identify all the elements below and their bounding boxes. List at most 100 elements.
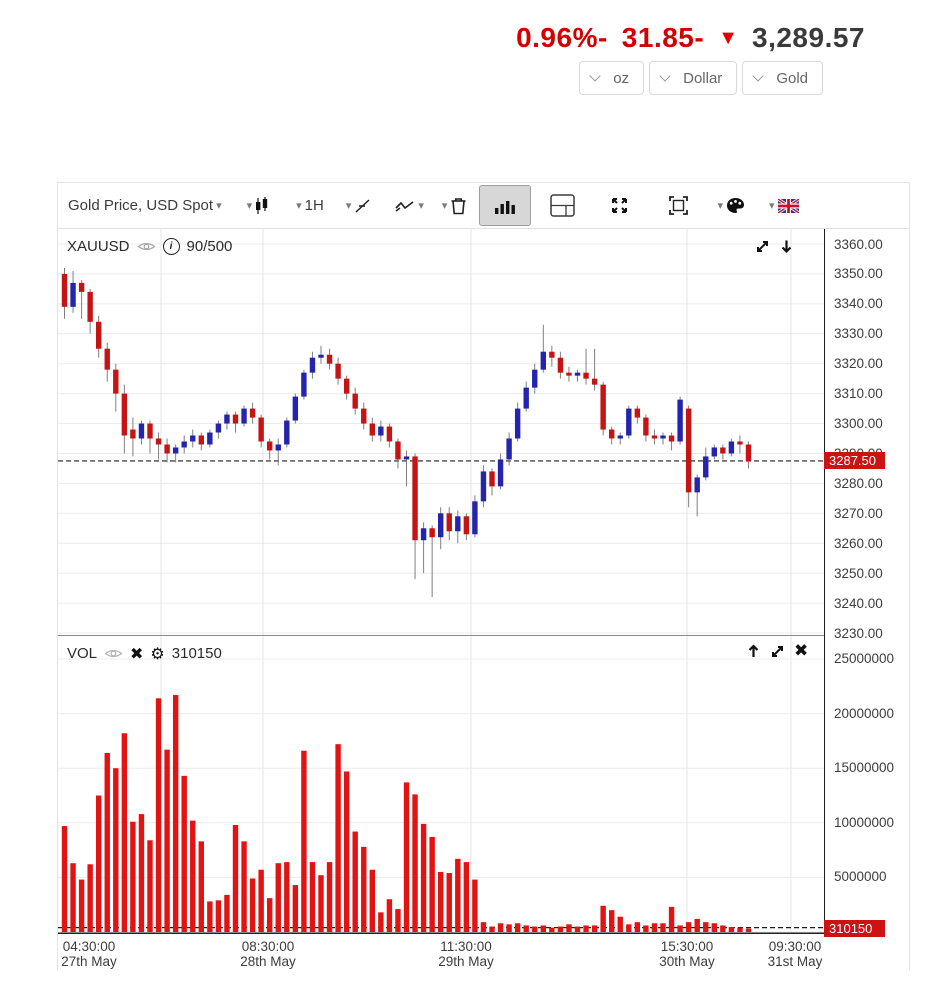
candle-body bbox=[309, 357, 316, 373]
timeframe-label: 1H bbox=[304, 197, 324, 214]
candle-body bbox=[258, 417, 264, 442]
volume-bar bbox=[258, 869, 264, 932]
price-axis-border bbox=[824, 229, 826, 936]
snapshot-frame-button[interactable] bbox=[668, 195, 689, 216]
candle-body bbox=[609, 429, 615, 439]
close-pane-icon[interactable]: ✖ bbox=[794, 641, 809, 661]
unit-dropdown-gold[interactable]: Gold bbox=[742, 61, 823, 95]
volume-bar bbox=[574, 926, 581, 932]
info-icon[interactable]: i bbox=[162, 238, 180, 255]
unit-label: oz bbox=[613, 69, 630, 87]
layout-split-button[interactable] bbox=[550, 194, 576, 217]
tick-time: 11:30:00 bbox=[440, 939, 492, 954]
fullscreen-button[interactable] bbox=[609, 195, 630, 216]
candle-body bbox=[147, 423, 153, 439]
volume-bar bbox=[514, 923, 521, 932]
volume-bar bbox=[694, 918, 700, 932]
candle-body bbox=[343, 378, 350, 394]
candle-body bbox=[267, 441, 273, 451]
volume-bar bbox=[557, 926, 564, 932]
price-change-percent: 0.96%- bbox=[516, 22, 608, 53]
volume-bar bbox=[267, 898, 273, 932]
volume-bar bbox=[685, 922, 692, 932]
volume-bar bbox=[207, 901, 213, 932]
candle-body bbox=[472, 501, 478, 535]
candle-body bbox=[720, 447, 726, 454]
volume-bar bbox=[78, 879, 85, 932]
volume-bars-toggle-button[interactable] bbox=[479, 185, 532, 226]
candle-body bbox=[130, 429, 136, 439]
expand-pane-icon[interactable] bbox=[755, 239, 770, 254]
theme-palette-dropdown[interactable]: ▾ bbox=[717, 197, 745, 214]
legend-symbol: XAUUSD bbox=[67, 238, 130, 255]
price-axis-tick: 3330.00 bbox=[834, 326, 883, 342]
candle-body bbox=[301, 372, 307, 397]
volume-bar bbox=[138, 814, 145, 932]
candle-body bbox=[446, 513, 452, 532]
volume-bar bbox=[181, 775, 187, 932]
chart-type-dropdown[interactable]: ▾ bbox=[246, 196, 269, 215]
trend-line-tool-dropdown[interactable]: ▾ bbox=[346, 198, 372, 214]
time-axis-tick: 08:30:00 28th May bbox=[223, 939, 313, 969]
chart-toolbar: Gold Price, USD Spot ▾ ▾ ▾ 1H ▾ bbox=[58, 183, 909, 229]
language-dropdown[interactable]: ▾ bbox=[769, 198, 799, 213]
volume-bar bbox=[386, 899, 393, 932]
uk-flag-icon bbox=[777, 198, 799, 213]
unit-dropdown-dollar[interactable]: Dollar bbox=[649, 61, 738, 95]
candle-body bbox=[275, 444, 281, 451]
volume-bar bbox=[369, 869, 375, 932]
indicators-dropdown[interactable]: ▾ bbox=[395, 199, 424, 212]
price-panel-plot[interactable] bbox=[58, 229, 824, 635]
candle-body bbox=[198, 435, 204, 445]
candlestick-icon bbox=[255, 196, 268, 215]
delete-drawings-dropdown[interactable]: ▾ bbox=[442, 196, 468, 215]
volume-bar bbox=[275, 863, 281, 932]
volume-bar bbox=[335, 744, 341, 932]
volume-bar bbox=[651, 923, 658, 932]
chart-area[interactable]: XAUUSD i 90/500 VOL bbox=[58, 229, 909, 971]
chevron-down-icon: ▾ bbox=[246, 199, 253, 212]
pane-separator[interactable] bbox=[58, 635, 824, 636]
candle-body bbox=[181, 441, 187, 448]
candle-body bbox=[403, 456, 410, 460]
candle-body bbox=[489, 471, 495, 487]
candle-body bbox=[138, 423, 145, 439]
volume-bar bbox=[497, 923, 504, 932]
volume-bar bbox=[660, 923, 666, 932]
symbol-selector[interactable]: Gold Price, USD Spot ▾ bbox=[68, 197, 222, 214]
candle-body bbox=[292, 396, 299, 421]
price-down-triangle-icon: ▼ bbox=[718, 27, 738, 49]
eye-icon[interactable] bbox=[104, 647, 123, 660]
chevron-down-icon: ▾ bbox=[418, 199, 424, 212]
candle-body bbox=[224, 414, 230, 424]
volume-bar bbox=[532, 926, 538, 932]
volume-panel-plot[interactable] bbox=[58, 636, 824, 936]
eye-icon[interactable] bbox=[136, 240, 156, 253]
volume-bar bbox=[301, 750, 307, 932]
expand-pane-icon[interactable] bbox=[770, 644, 785, 659]
volume-bar bbox=[224, 894, 230, 932]
volume-bar bbox=[292, 885, 299, 932]
volume-bar bbox=[412, 794, 418, 932]
tick-date: 29th May bbox=[438, 954, 494, 969]
volume-legend-value: 310150 bbox=[171, 645, 222, 662]
remove-indicator-icon[interactable]: ✖ bbox=[130, 643, 144, 663]
volume-bar bbox=[591, 925, 598, 932]
timeframe-dropdown[interactable]: ▾ 1H bbox=[296, 197, 324, 214]
candle-body bbox=[215, 423, 222, 433]
gear-icon[interactable]: ⚙ bbox=[150, 643, 165, 663]
candle-body bbox=[549, 351, 555, 358]
move-pane-up-icon[interactable] bbox=[746, 644, 761, 659]
unit-dropdown-oz[interactable]: oz bbox=[579, 61, 645, 95]
move-pane-down-icon[interactable] bbox=[779, 239, 794, 254]
volume-bar bbox=[352, 831, 358, 932]
price-pane-legend: XAUUSD i 90/500 bbox=[67, 238, 232, 255]
candle-body bbox=[643, 417, 649, 436]
volume-bar bbox=[737, 927, 743, 932]
volume-bar bbox=[634, 922, 641, 932]
candle-body bbox=[429, 528, 435, 538]
volume-bar bbox=[583, 925, 589, 932]
candle-body bbox=[497, 459, 504, 487]
volume-bar bbox=[309, 862, 316, 932]
volume-bar bbox=[403, 782, 410, 932]
